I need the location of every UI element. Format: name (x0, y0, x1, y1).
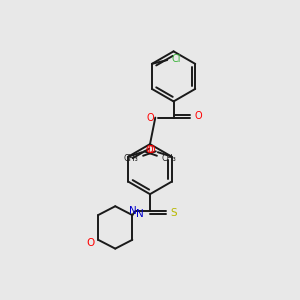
Text: O: O (145, 145, 153, 155)
Text: CH₃: CH₃ (162, 154, 177, 163)
Text: S: S (170, 208, 177, 218)
Text: O: O (147, 145, 155, 155)
Text: N: N (136, 208, 144, 219)
Text: N: N (129, 206, 137, 216)
Text: CH₃: CH₃ (123, 154, 138, 163)
Text: O: O (86, 238, 94, 248)
Text: Cl: Cl (171, 55, 181, 64)
Text: O: O (194, 111, 202, 121)
Text: O: O (146, 112, 154, 123)
